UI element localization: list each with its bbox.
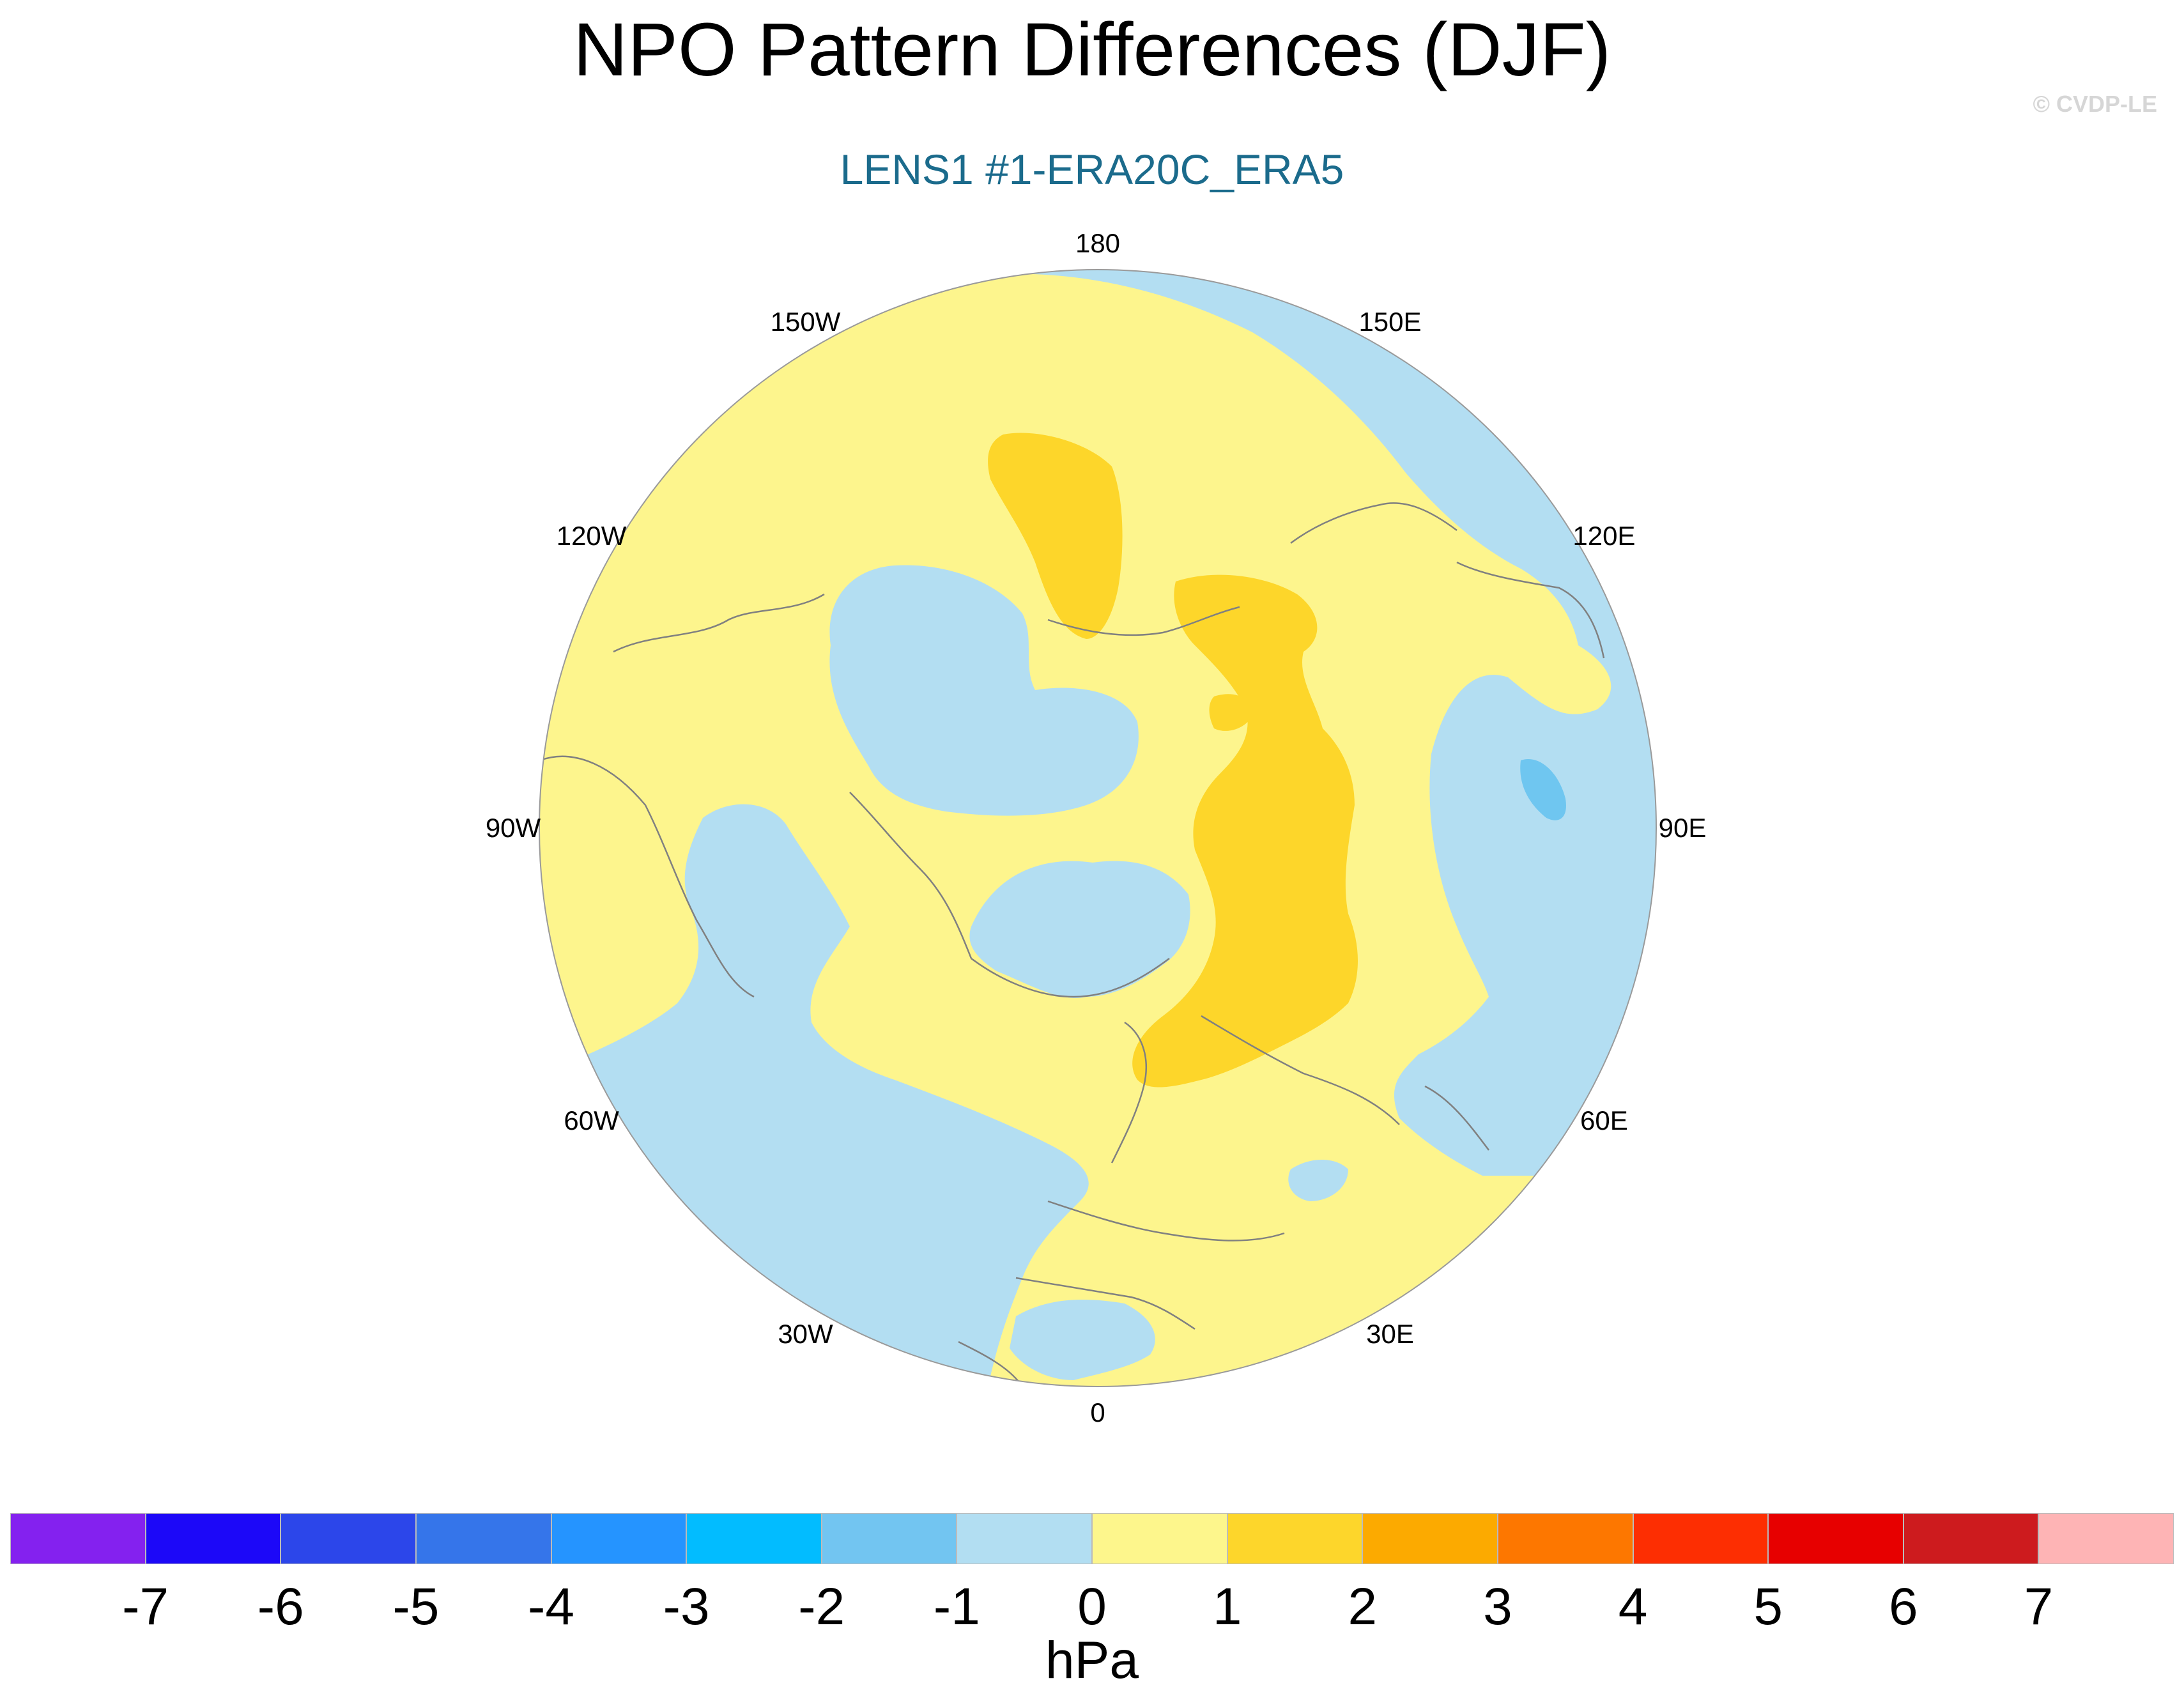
field-negative-greenland (969, 861, 1190, 998)
colorbar-swatch (1362, 1513, 1498, 1564)
colorbar-tick-label: -1 (933, 1578, 980, 1636)
colorbar-tick-label: 6 (1888, 1578, 1918, 1636)
field-negative-caspian (1288, 1160, 1348, 1201)
colorbar-tick-label: -4 (528, 1578, 574, 1636)
colorbar-tick-label: 7 (2024, 1578, 2054, 1636)
colorbar-tick-label: 4 (1618, 1578, 1648, 1636)
field-negative-north-pacific (984, 270, 1656, 1176)
colorbar-swatch (686, 1513, 822, 1564)
longitude-label-120w: 120W (556, 520, 627, 551)
colorbar-swatch (2038, 1513, 2174, 1564)
colorbar-swatch (1903, 1513, 2039, 1564)
longitude-label-60w: 60W (564, 1105, 619, 1135)
field-negative-mediterranean (1010, 1300, 1155, 1380)
subtitle: LENS1 #1-ERA20C_ERA5 (840, 146, 1344, 193)
colorbar-units: hPa (1045, 1631, 1139, 1689)
field-negative-arctic-canada (829, 565, 1139, 816)
longitude-label-60e: 60E (1580, 1105, 1628, 1135)
colorbar-swatch (1768, 1513, 1903, 1564)
colorbar-tick-label: -3 (663, 1578, 710, 1636)
longitude-label-90e: 90E (1658, 813, 1707, 843)
polar-map (539, 269, 1657, 1387)
colorbar-swatch (551, 1513, 687, 1564)
colorbar-tick-label: 5 (1753, 1578, 1783, 1636)
longitude-label-180: 180 (1075, 228, 1121, 258)
map-rim (539, 269, 1657, 1387)
colorbar-tick-label: -2 (798, 1578, 845, 1636)
longitude-label-120e: 120E (1573, 520, 1636, 551)
longitude-label-0: 0 (1090, 1397, 1105, 1427)
field-positive-high-east-siberia (988, 433, 1123, 639)
longitude-label-30e: 30E (1366, 1319, 1414, 1349)
longitude-label-30w: 30W (778, 1319, 833, 1349)
field-positive-small-cell (1209, 694, 1252, 731)
longitude-label-150w: 150W (770, 306, 841, 337)
colorbar-tick-label: -6 (257, 1578, 304, 1636)
colorbar-swatch (10, 1513, 146, 1564)
field-negative-strong-cell (1520, 759, 1566, 820)
colorbar-swatch (145, 1513, 281, 1564)
field-positive-high-eurasia (1132, 574, 1358, 1088)
copyright-label: © CVDP-LE (2033, 91, 2157, 117)
colorbar-tick-label: 1 (1212, 1578, 1242, 1636)
colorbar-tick-label: 2 (1348, 1578, 1378, 1636)
colorbar-tick-label: -7 (122, 1578, 169, 1636)
colorbar-swatch (415, 1513, 551, 1564)
colorbar-swatch (1227, 1513, 1363, 1564)
longitude-label-150e: 150E (1358, 306, 1422, 337)
colorbar-swatch (1633, 1513, 1769, 1564)
colorbar-tick-label: 3 (1483, 1578, 1512, 1636)
colorbar-swatch (1497, 1513, 1633, 1564)
colorbar-tick-label: -5 (392, 1578, 440, 1636)
colorbar-swatch (1092, 1513, 1227, 1564)
colorbar-swatch (281, 1513, 416, 1564)
colorbar-swatch (957, 1513, 1092, 1564)
longitude-label-90w: 90W (485, 813, 541, 843)
colorbar-swatch (821, 1513, 957, 1564)
chart-title: NPO Pattern Differences (DJF) (573, 8, 1611, 92)
colorbar-tick-label: 0 (1077, 1578, 1107, 1636)
